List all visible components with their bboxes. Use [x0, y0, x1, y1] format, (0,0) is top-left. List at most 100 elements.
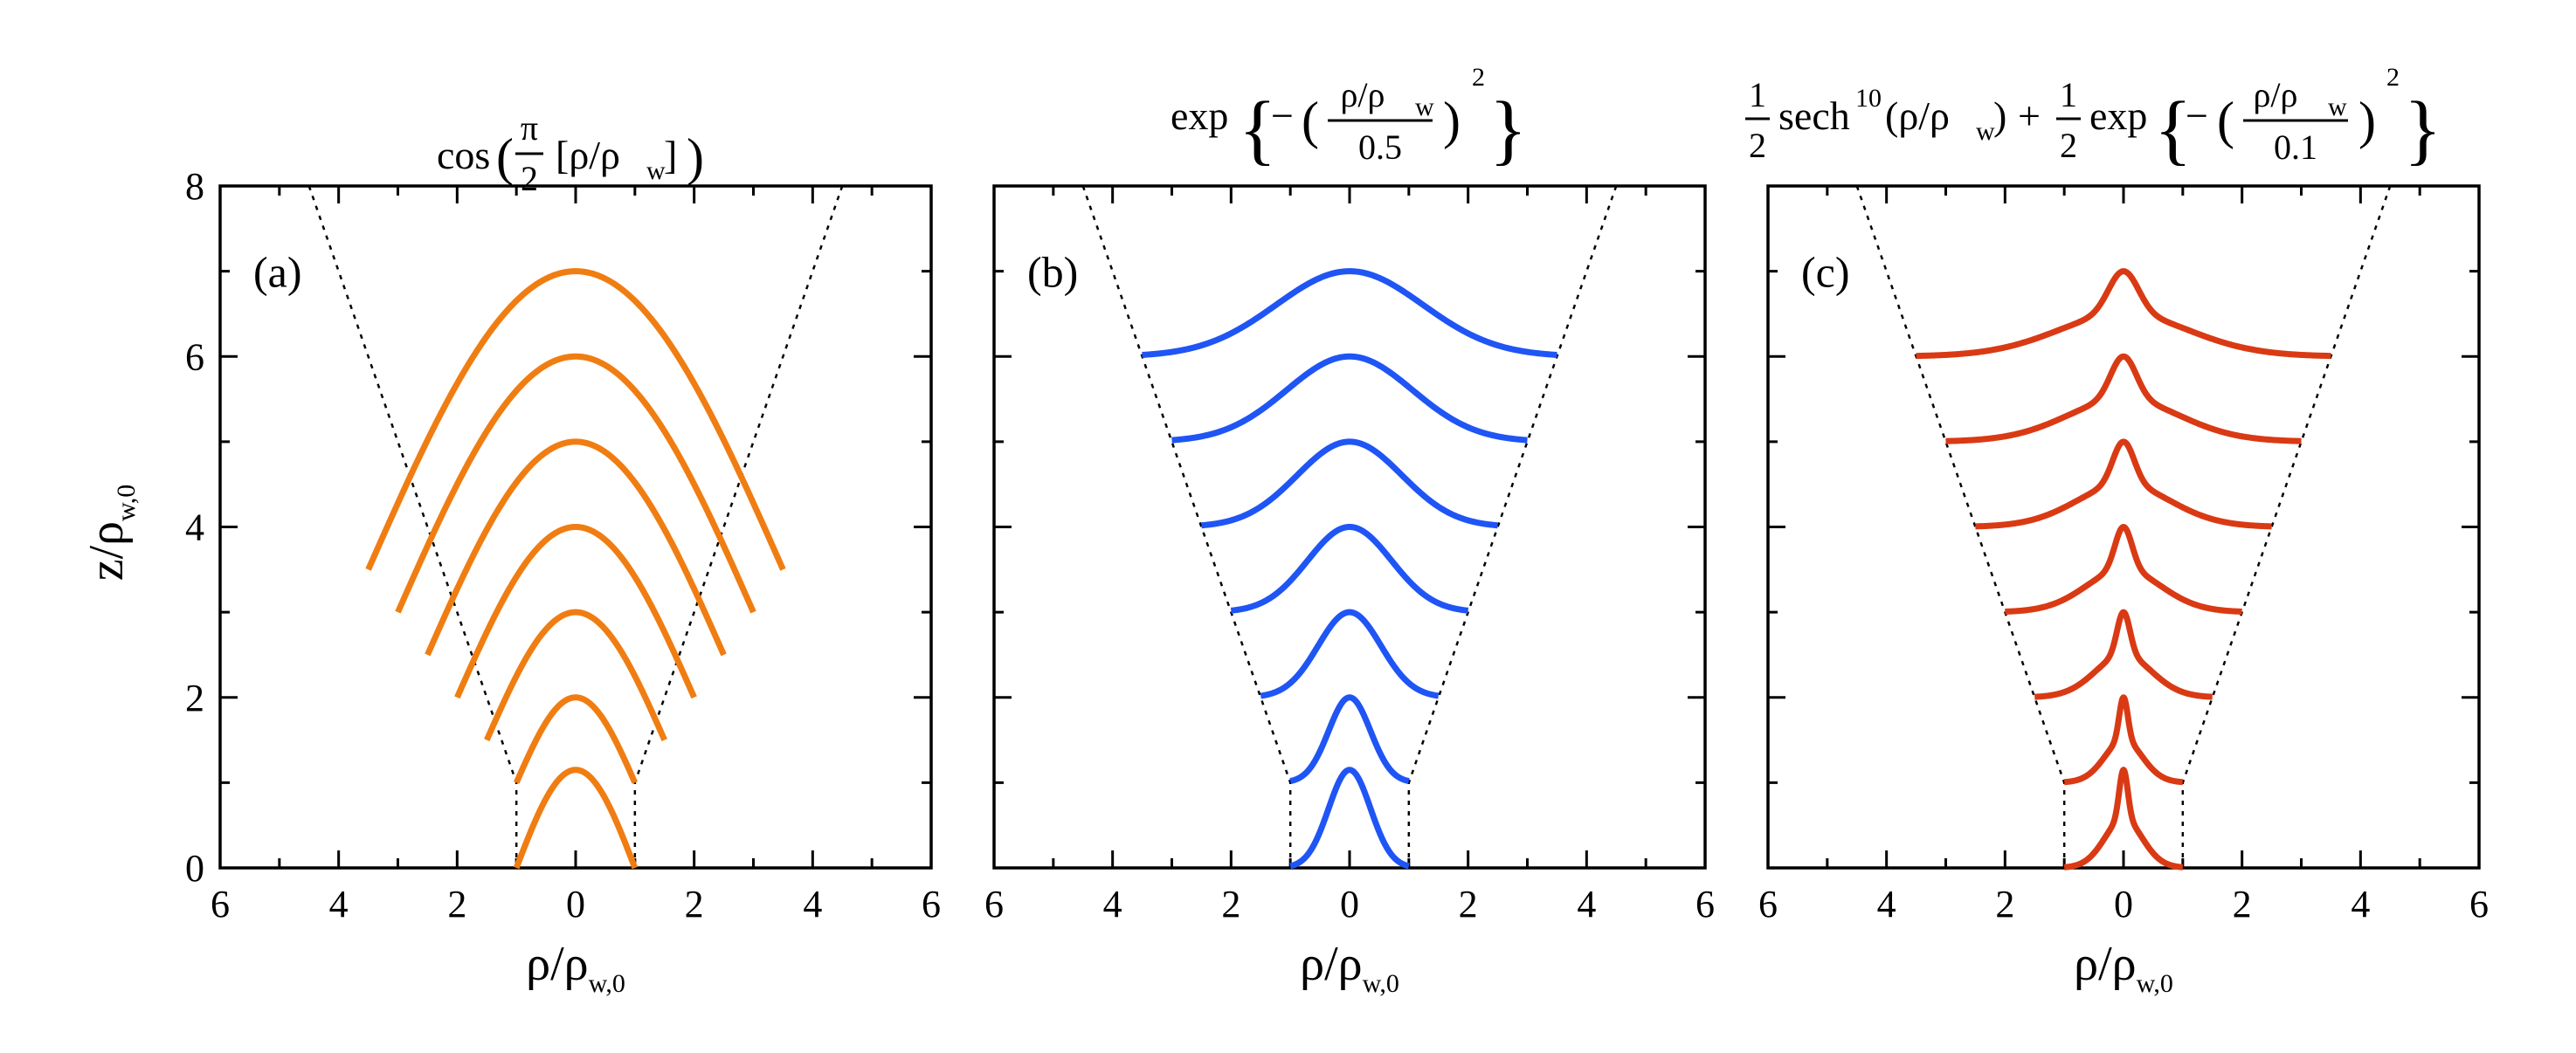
title-b-rbrace: } [1489, 86, 1527, 173]
title-b-den: 0.5 [1358, 127, 1402, 167]
panel-label-b: (b) [1027, 248, 1078, 297]
x-tick-label-c: 6 [2469, 883, 2489, 926]
curve-b-5 [1170, 353, 1530, 444]
curve-a-0 [513, 767, 639, 871]
panel-b: 6 4 2 0 2 4 6 ρ/ρw,0 (b) [984, 184, 1715, 998]
curve-b-6 [1141, 268, 1558, 358]
x-axis-title-main-a: ρ/ρ [526, 937, 588, 991]
x-axis-title-c: ρ/ρw,0 [2074, 937, 2173, 998]
title-c-half2-den: 2 [2060, 126, 2077, 165]
y-tick-label-a: 6 [185, 335, 204, 378]
x-tick-label-a: 4 [803, 883, 822, 926]
title-c-power: 2 [2386, 63, 2400, 92]
x-tick-label-b: 2 [1221, 883, 1240, 926]
title-b-lbrace: { [1239, 86, 1276, 173]
y-axis-title-sub: w,0 [112, 485, 141, 521]
title-c-minus: − [2186, 93, 2208, 138]
curve-c-3 [2002, 524, 2245, 615]
title-a-arg-end: ] [664, 133, 677, 177]
x-tick-label-b: 2 [1459, 883, 1478, 926]
title-b-minus: − [1271, 93, 1294, 138]
curve-c-1 [2061, 694, 2186, 786]
title-b-num: ρ/ρ [1340, 75, 1385, 114]
title-c-half-num: 1 [1749, 75, 1766, 114]
x-axis-title-main-b: ρ/ρ [1300, 937, 1362, 991]
x-axis-title-main-c: ρ/ρ [2074, 937, 2136, 991]
title-c-func: exp [2089, 93, 2147, 138]
title-a-rparen: ) [687, 128, 704, 186]
x-tick-label-a: 6 [211, 883, 230, 926]
y-tick-label-a: 2 [185, 677, 204, 719]
curve-a-5 [395, 353, 756, 614]
x-tick-label-a: 0 [566, 883, 585, 926]
title-a-arg-sub: w [646, 156, 666, 185]
curve-b-0 [1288, 767, 1412, 870]
y-tick-label-a: 0 [185, 847, 204, 890]
title-c-num-sub: w [2328, 93, 2347, 121]
x-tick-label-c: 2 [2233, 883, 2252, 926]
boundary-line-b [1081, 185, 1292, 868]
panel-label-c: (c) [1801, 248, 1850, 297]
title-c-half-den: 2 [1749, 126, 1766, 165]
curve-a-6 [365, 268, 786, 571]
panel-label-a: (a) [253, 248, 302, 297]
title-a-lparen: ( [496, 128, 514, 186]
curve-a-3 [454, 524, 697, 699]
x-tick-label-a: 4 [329, 883, 349, 926]
title-c-lparen: ( [2217, 92, 2234, 149]
boundary-line-c [1855, 185, 2066, 868]
title-a: cos ( π 2 [ρ/ρ w ] ) [437, 108, 704, 198]
x-tick-label-c: 4 [2351, 883, 2370, 926]
x-tick-label-a: 2 [685, 883, 704, 926]
title-b-rparen: ) [1443, 92, 1461, 149]
title-c-rparen: ) [2358, 92, 2376, 149]
x-axis-title-a: ρ/ρw,0 [526, 937, 625, 998]
x-tick-label-b: 0 [1340, 883, 1359, 926]
x-tick-label-b: 6 [984, 883, 1004, 926]
x-tick-label-c: 6 [1758, 883, 1778, 926]
curve-c-4 [1973, 438, 2274, 530]
title-c-sech-arg-end: ) [1993, 93, 2006, 138]
boundary-line-b [1407, 185, 1618, 868]
title-a-two: 2 [521, 159, 538, 198]
x-axis-title-sub-c: w,0 [2137, 969, 2173, 998]
y-axis-title: z/ρw,0 [79, 485, 141, 582]
x-tick-label-c: 2 [1995, 883, 2014, 926]
y-axis-title-main: z/ρ [79, 521, 134, 581]
curve-a-4 [425, 438, 727, 657]
x-tick-label-b: 6 [1695, 883, 1715, 926]
curve-a-1 [513, 694, 639, 785]
title-c-half2-num: 1 [2060, 75, 2077, 114]
title-c-den: 0.1 [2274, 127, 2317, 167]
x-tick-label-c: 4 [1877, 883, 1896, 926]
x-axis-title-b: ρ/ρw,0 [1300, 937, 1399, 998]
title-b-func: exp [1171, 93, 1228, 138]
x-tick-label-b: 4 [1577, 883, 1596, 926]
title-b: exp { − ( ρ/ρ w 0.5 ) 2 } [1171, 63, 1527, 173]
title-b-lparen: ( [1302, 92, 1319, 149]
title-c-lbrace: { [2154, 86, 2192, 173]
x-axis-title-sub-b: w,0 [1363, 969, 1399, 998]
curve-c-6 [1915, 268, 2332, 360]
title-b-power: 2 [1472, 63, 1485, 92]
svg-text:z/ρw,0: z/ρw,0 [79, 485, 141, 582]
boundary-line-c [2181, 185, 2392, 868]
curve-c-2 [2032, 609, 2215, 700]
y-tick-label-a: 4 [185, 506, 204, 549]
title-c-sech-arg: (ρ/ρ [1885, 93, 1950, 138]
panel-c: 6 4 2 0 2 4 6 ρ/ρw,0 (c) [1758, 184, 2489, 998]
x-tick-label-c: 0 [2114, 883, 2133, 926]
title-a-func: cos [437, 133, 490, 177]
x-axis-title-sub-a: w,0 [589, 969, 625, 998]
title-c: 1 2 sech 10 (ρ/ρ w ) + 1 2 exp { − ( ρ/ρ… [1745, 63, 2441, 173]
title-a-pi: π [521, 108, 538, 148]
y-tick-label-a: 8 [185, 165, 204, 208]
title-c-sech: sech [1778, 93, 1850, 138]
x-tick-label-b: 4 [1103, 883, 1122, 926]
title-c-sech-pow: 10 [1855, 84, 1882, 113]
title-b-num-sub: w [1415, 93, 1434, 121]
curve-c-5 [1944, 353, 2303, 444]
title-c-num: ρ/ρ [2253, 75, 2297, 114]
